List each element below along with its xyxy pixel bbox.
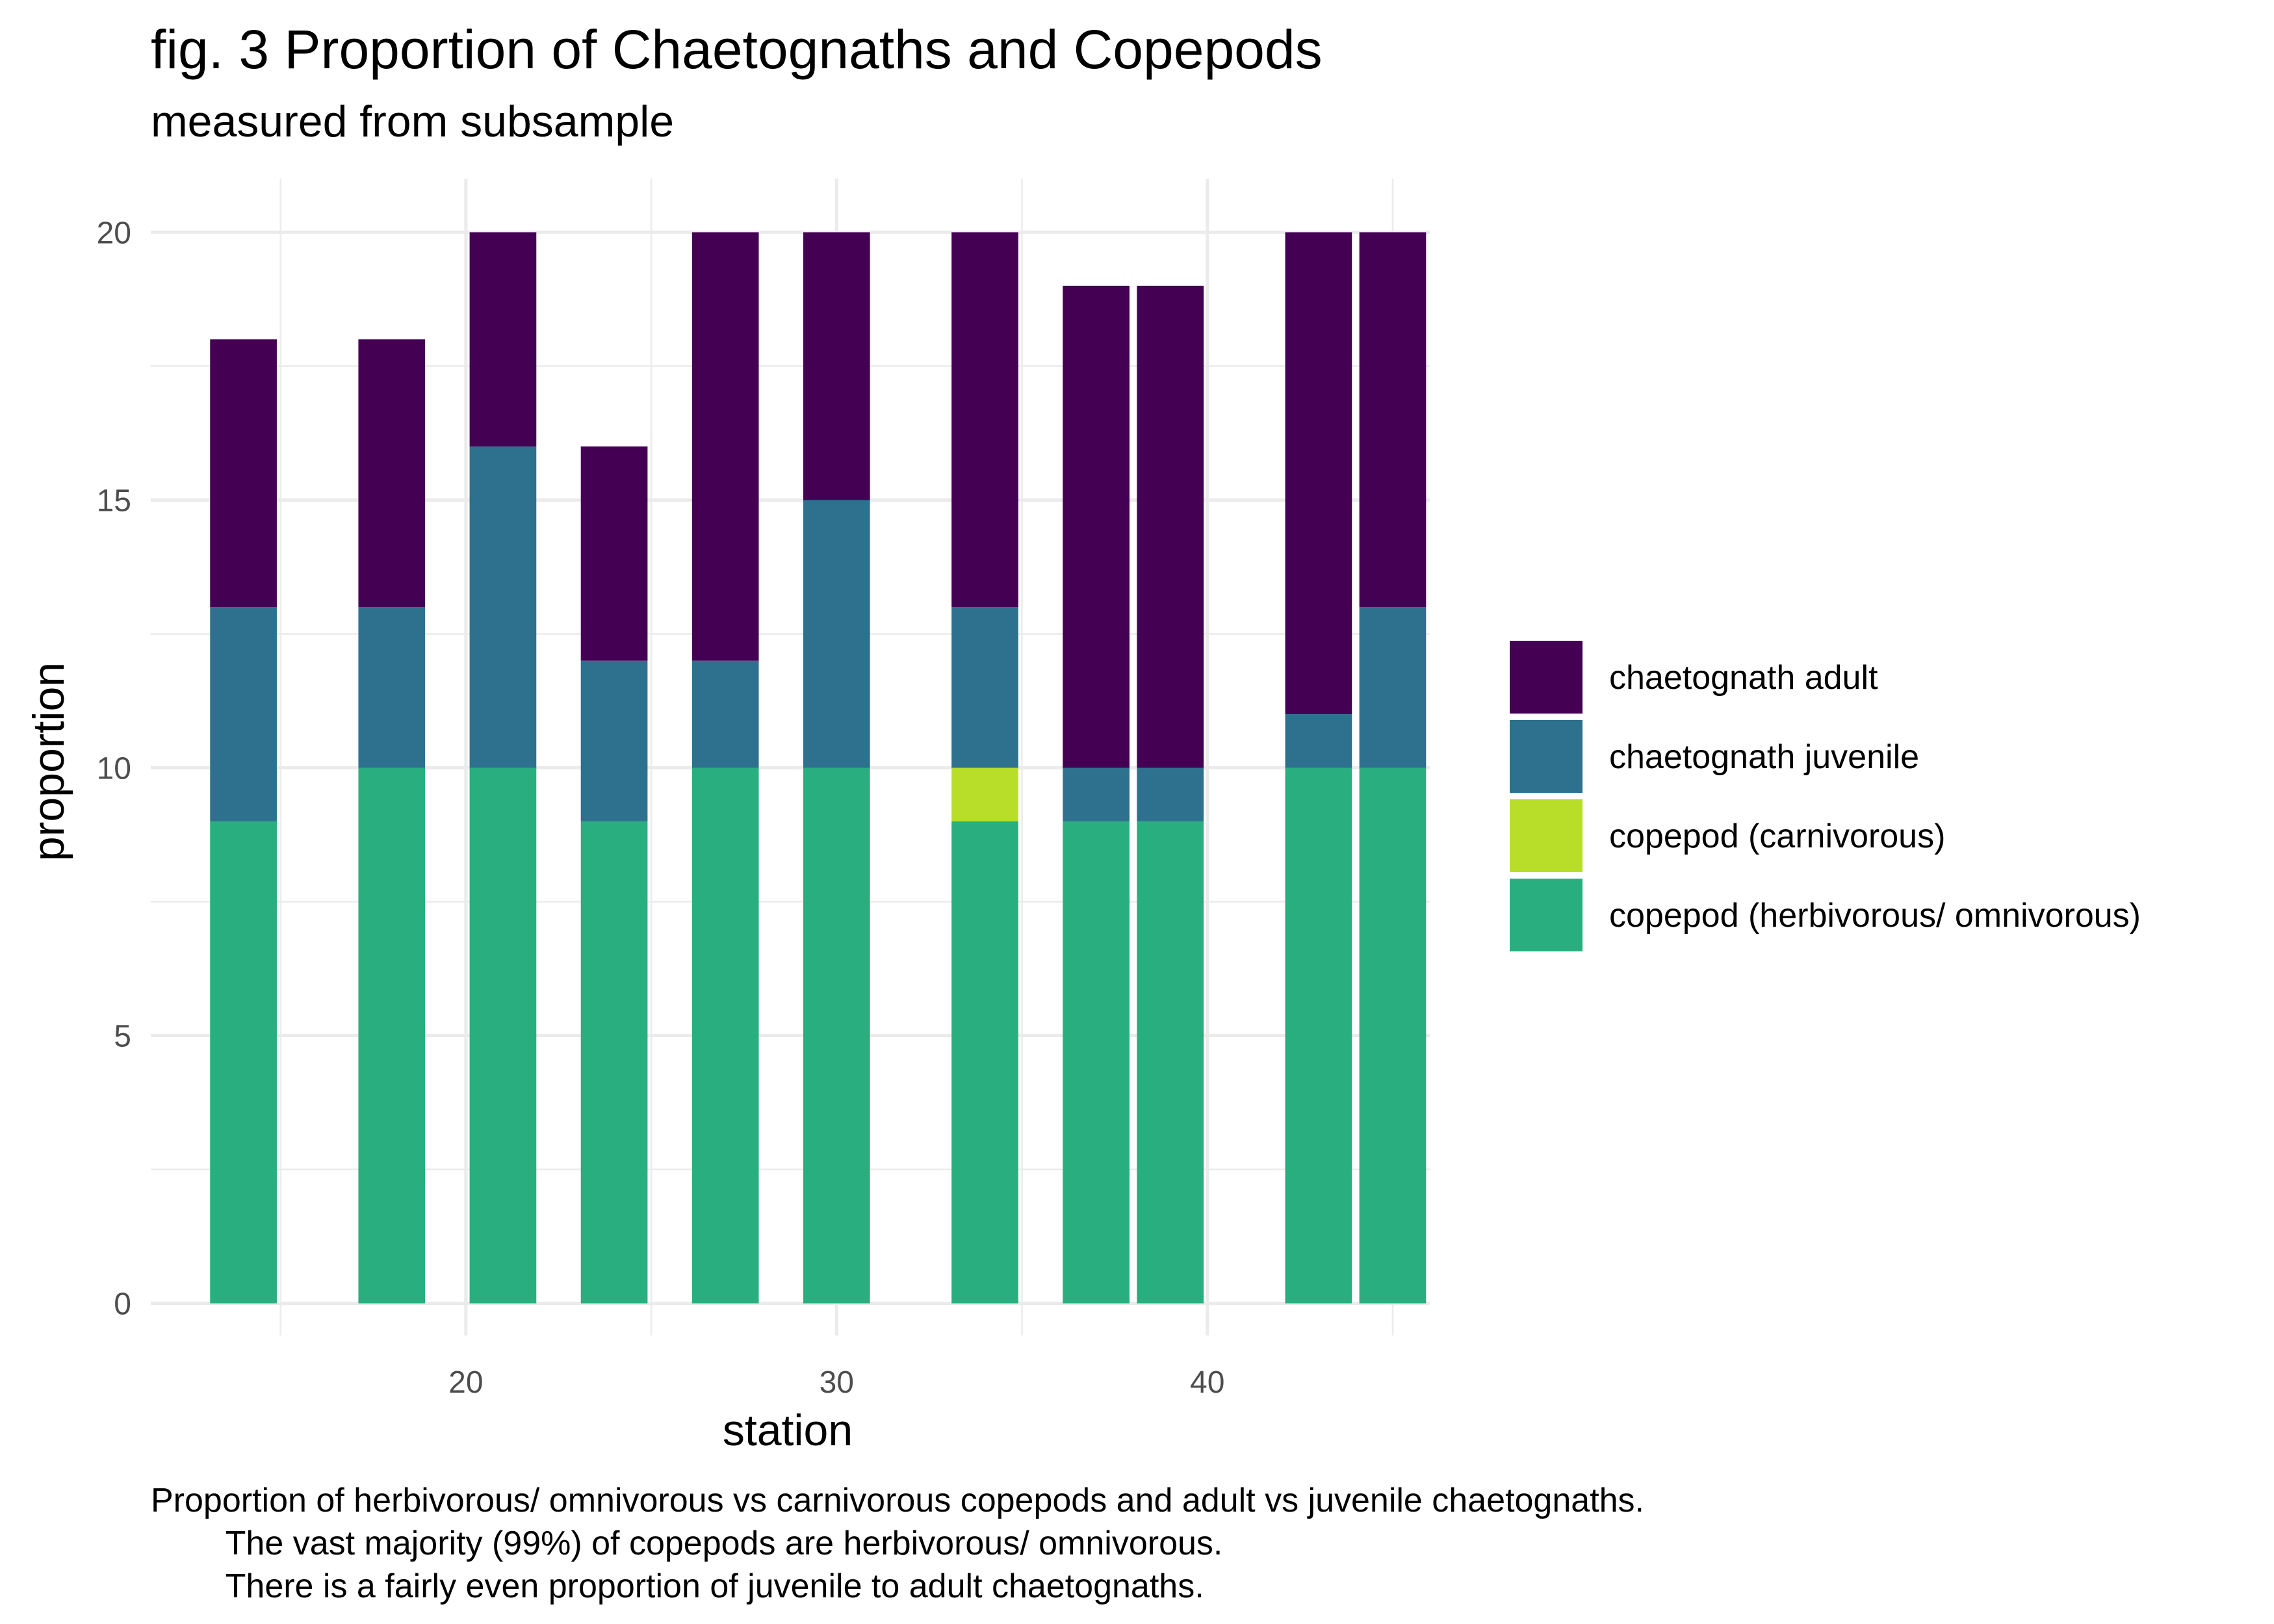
- legend-key: [1510, 879, 1583, 951]
- bar-segment: [210, 339, 277, 608]
- y-tick-label: 0: [114, 1287, 131, 1322]
- bar-segment: [580, 660, 648, 821]
- bar-segment: [951, 767, 1018, 821]
- caption-line-1: Proportion of herbivorous/ omnivorous vs…: [151, 1482, 1645, 1519]
- bar-segment: [469, 232, 537, 447]
- bar-segment: [358, 607, 426, 768]
- y-axis-title: proportion: [24, 662, 73, 861]
- bar-segment: [1063, 821, 1130, 1304]
- y-tick-label: 20: [97, 216, 131, 250]
- bar-segment: [691, 660, 759, 768]
- x-tick-label: 40: [1190, 1365, 1224, 1400]
- bar-segment: [358, 767, 426, 1304]
- bar-segment: [210, 821, 277, 1304]
- bar-segment: [1063, 767, 1130, 821]
- bar-segment: [580, 446, 648, 661]
- y-tick-label: 5: [114, 1020, 131, 1054]
- bar-segment: [691, 767, 759, 1304]
- bar-segment: [1137, 767, 1204, 821]
- legend-label: copepod (carnivorous): [1609, 818, 1945, 855]
- x-axis-title: station: [723, 1406, 853, 1455]
- caption-line-2: The vast majority (99%) of copepods are …: [151, 1525, 1223, 1562]
- bar-segment: [1285, 767, 1352, 1304]
- bar-segment: [951, 821, 1018, 1304]
- grid-lines: [151, 179, 1430, 1335]
- legend-key: [1510, 799, 1583, 872]
- bar-segment: [469, 446, 537, 768]
- legend-label: chaetognath juvenile: [1609, 738, 1919, 776]
- y-tick-label: 10: [97, 751, 131, 786]
- bar-segment: [951, 607, 1018, 768]
- bar-segment: [1137, 821, 1204, 1304]
- y-axis-ticks: 0 5 10 15 20: [97, 216, 131, 1321]
- bar-segment: [1285, 232, 1352, 715]
- y-tick-label: 15: [97, 483, 131, 518]
- legend-label: copepod (herbivorous/ omnivorous): [1609, 897, 2141, 934]
- bar-segment: [1137, 285, 1204, 768]
- chart-title: fig. 3 Proportion of Chaetognaths and Co…: [151, 19, 1323, 80]
- bar-segment: [691, 232, 759, 661]
- bar-segment: [1285, 714, 1352, 768]
- legend-key: [1510, 720, 1583, 793]
- bar-segment: [803, 500, 870, 768]
- caption-line-3: There is a fairly even proportion of juv…: [151, 1567, 1204, 1605]
- bar-segment: [1359, 607, 1427, 768]
- figure-caption: Proportion of herbivorous/ omnivorous vs…: [151, 1479, 1644, 1608]
- bar-segment: [210, 607, 277, 821]
- legend-label: chaetognath adult: [1609, 659, 1878, 697]
- bar-segment: [1359, 767, 1427, 1304]
- x-tick-label: 20: [448, 1365, 483, 1400]
- bar-segment: [358, 339, 426, 608]
- bar-segment: [1063, 285, 1130, 768]
- bar-segment: [803, 767, 870, 1304]
- bar-segment: [469, 767, 537, 1304]
- chart-subtitle: measured from subsample: [151, 97, 675, 146]
- bar-segment: [580, 821, 648, 1304]
- bar-segment: [951, 232, 1018, 608]
- x-tick-label: 30: [820, 1365, 854, 1400]
- legend-key: [1510, 641, 1583, 714]
- bars: [210, 232, 1427, 1304]
- legend: chaetognath adult chaetognath juvenile cop…: [1510, 641, 2141, 951]
- x-axis-ticks: 20 30 40: [448, 1365, 1224, 1400]
- bar-segment: [1359, 232, 1427, 608]
- bar-segment: [803, 232, 870, 500]
